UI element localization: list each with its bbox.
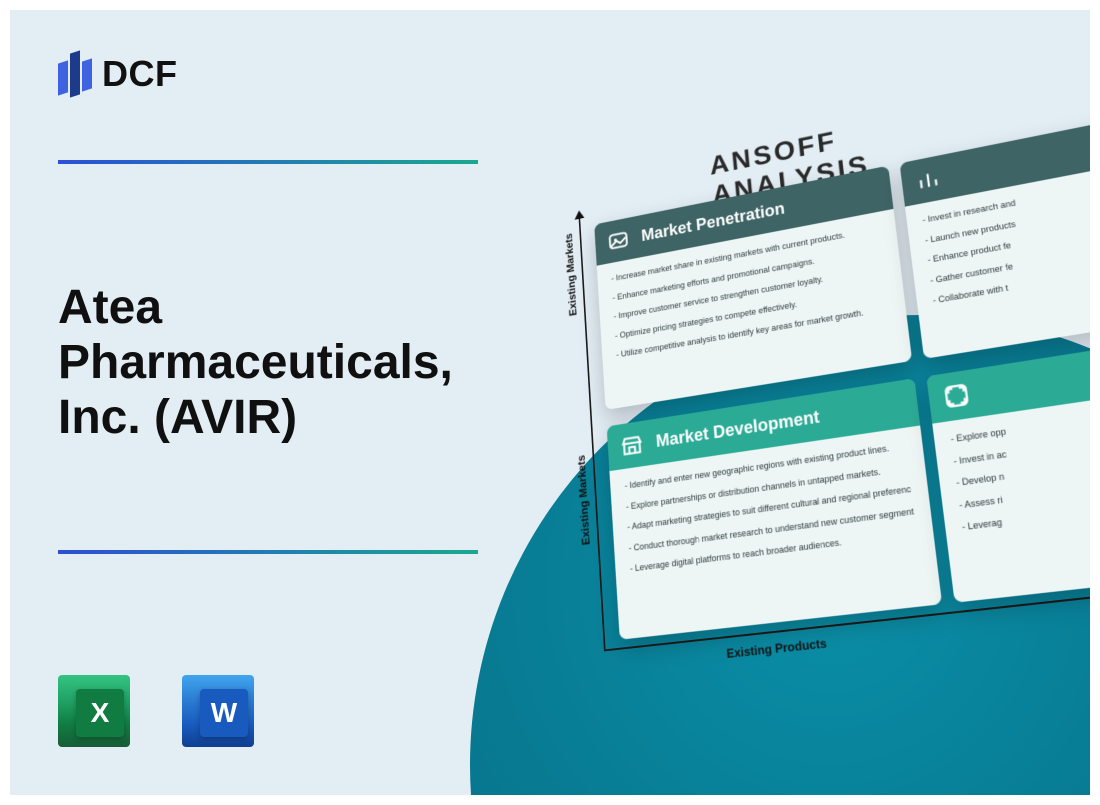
storefront-icon xyxy=(620,431,645,459)
x-axis-label-left: Existing Products xyxy=(726,636,827,661)
y-axis-label-top: Existing Markets xyxy=(563,232,579,316)
quadrant-top-right: Invest in research and Launch new produc… xyxy=(900,122,1090,359)
ansoff-panel: ANSOFF ANALYSIS Existing Markets Existin… xyxy=(540,130,1090,690)
expand-icon xyxy=(942,381,972,411)
quadrant-market-development: Market Development Identify and enter ne… xyxy=(607,378,943,639)
logo-text: DCF xyxy=(102,53,178,95)
brand-logo: DCF xyxy=(58,48,178,100)
list-item: Explore partnerships or distribution cha… xyxy=(626,461,910,513)
bullet-list: Invest in research and Launch new produc… xyxy=(905,166,1090,329)
word-icon: W xyxy=(182,665,278,755)
arrow-up-icon xyxy=(574,209,584,219)
app-icons-row: X W xyxy=(58,665,278,755)
divider-top xyxy=(58,160,478,164)
y-axis-label-bottom: Existing Markets xyxy=(575,454,592,546)
divider-bottom xyxy=(58,550,478,554)
bar-chart-icon xyxy=(914,166,942,195)
logo-mark-icon xyxy=(58,48,92,100)
excel-icon: X xyxy=(58,665,154,755)
infographic-canvas: DCF Atea Pharmaceuticals, Inc. (AVIR) X … xyxy=(10,10,1090,795)
quadrant-bottom-right: Explore opp Invest in ac Develop n Asses… xyxy=(926,342,1090,603)
page-title: Atea Pharmaceuticals, Inc. (AVIR) xyxy=(58,280,488,446)
image-icon xyxy=(607,227,631,254)
word-letter: W xyxy=(200,689,248,737)
excel-letter: X xyxy=(76,689,124,737)
